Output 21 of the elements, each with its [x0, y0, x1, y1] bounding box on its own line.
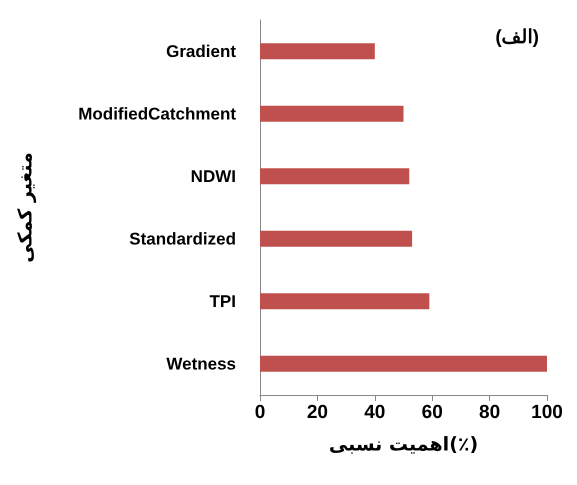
y-axis-title: متغیر کمکی — [14, 152, 36, 263]
bar — [260, 230, 412, 247]
y-tick-label: Wetness — [166, 354, 236, 374]
x-tick-label: 20 — [306, 402, 328, 423]
x-tick-label: 60 — [422, 402, 443, 423]
bar — [260, 293, 430, 310]
annotation: (الف) — [495, 27, 539, 48]
bar — [260, 356, 547, 372]
x-tick-label: 40 — [364, 402, 386, 423]
y-tick-label: NDWI — [190, 166, 236, 186]
bar — [260, 106, 404, 122]
y-tick-label: Standardized — [129, 229, 236, 248]
bar — [260, 168, 410, 184]
y-tick-label: Gradient — [166, 42, 236, 61]
y-tick-label: TPI — [210, 292, 236, 311]
x-tick-label: 0 — [254, 402, 266, 423]
x-tick-label: 100 — [531, 402, 563, 423]
bar — [260, 43, 375, 60]
x-tick-label: 80 — [479, 402, 500, 423]
x-axis-title: اهمیت نسبی(٪) — [328, 434, 478, 456]
y-tick-label: ModifiedCatchment — [78, 104, 236, 124]
